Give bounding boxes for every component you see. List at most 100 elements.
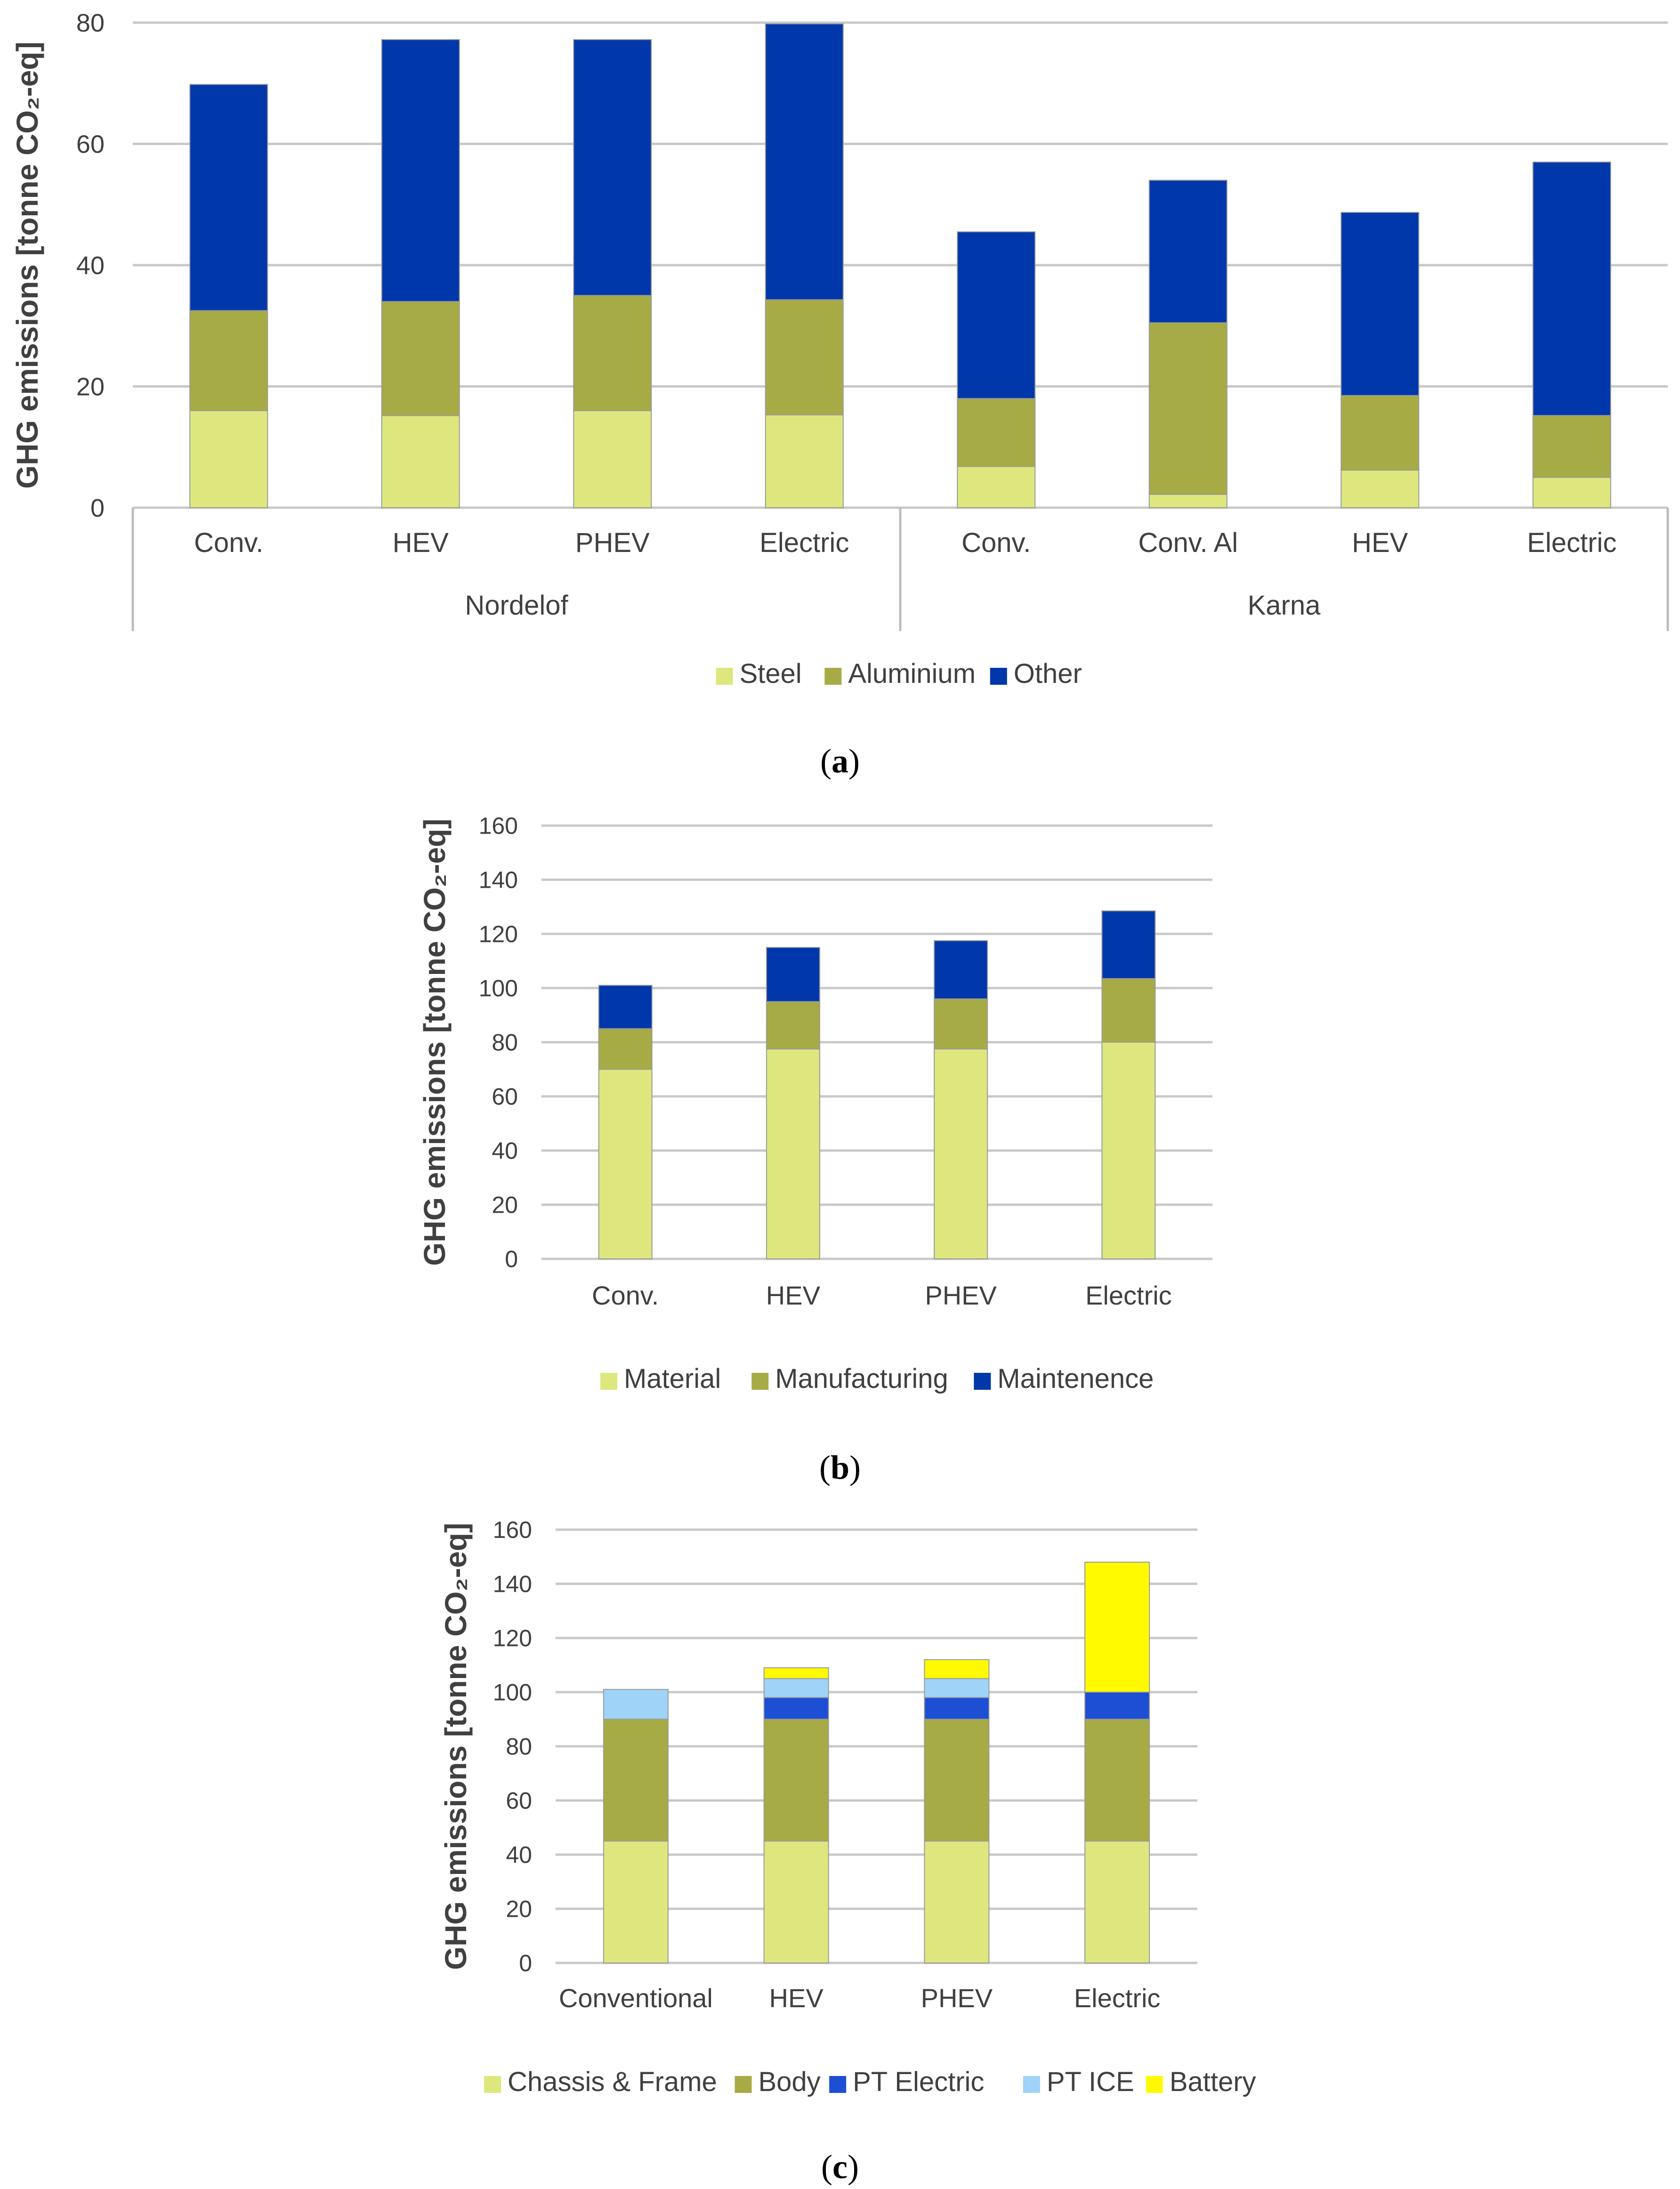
x-tick-label: Electric [1074,1983,1161,2013]
x-tick-label: HEV [769,1983,824,2013]
y-tick-label: 0 [505,1246,518,1273]
x-tick-label: Conventional [559,1983,713,2013]
bar-pt-ice-conventional [603,1689,669,1720]
x-tick-label: Electric [759,527,849,558]
panel-caption: (c) [821,2148,859,2186]
x-tick-label: HEV [1352,527,1408,558]
bar-pt-electric-electric [1084,1692,1150,1720]
caption-letter: a [832,742,848,780]
bar-material-conv [598,1069,653,1259]
bar-steel-electric [765,414,844,509]
legend: Chassis & Frame Body PT Electric PT ICE Batt… [484,2067,1256,2097]
bar-manufacturing-electric [1101,978,1156,1043]
bar-chassis-frame-electric [1084,1840,1150,1963]
group-label-nordelof: Nordelof [465,590,568,621]
caption-paren-open: ( [820,742,832,780]
bar-body-conventional [603,1719,669,1842]
y-axis-title: GHG emissions [tonne CO₂-eq] [439,1523,473,1970]
x-tick-label: PHEV [575,527,650,558]
legend-swatch-aluminium [824,668,842,685]
legend-swatch-maintenence [974,1373,991,1390]
legend-label-manufacturing: Manufacturing [775,1363,948,1394]
bar-aluminium-electric [765,299,844,416]
bar-chassis-frame-conventional [603,1840,669,1963]
chart-panel-b: 0 20 40 60 80 100 120 140 160 Conv. HEV PHEV Electri… [418,813,1212,1486]
legend-swatch-steel [716,668,733,685]
legend-swatch-pt-electric [829,2076,847,2093]
x-tick-label: HEV [766,1281,821,1310]
bar-other-hev [1341,211,1420,396]
y-tick-label: 0 [90,494,105,522]
x-tick-label: Electric [1527,527,1616,558]
y-tick-label: 120 [493,1625,532,1652]
bar-manufacturing-conv [598,1028,653,1070]
x-tick-label: HEV [393,527,449,558]
x-tick-label: Conv. Al [1138,527,1238,558]
y-tick-label: 100 [493,1679,532,1706]
y-tick-label: 80 [506,1734,532,1760]
bar-pt-electric-phev [924,1697,990,1720]
bar-manufacturing-hev [766,1001,820,1050]
legend-swatch-body [735,2076,752,2093]
bar-other-conv [189,84,268,311]
y-tick-label: 100 [479,975,518,1002]
legend-swatch-chassis-frame [484,2076,501,2093]
legend-label-battery: Battery [1170,2067,1256,2097]
y-tick-label: 60 [506,1788,532,1814]
caption-paren-close: ) [849,1449,861,1486]
caption-paren-open: ( [819,1449,831,1486]
legend-swatch-other [990,668,1007,685]
bar-chassis-frame-phev [924,1840,990,1963]
bar-material-phev [934,1048,988,1259]
x-tick-label: Conv. [194,527,263,558]
bar-aluminium-electric [1532,415,1611,478]
bar-manufacturing-phev [934,998,988,1050]
bar-maintenence-hev [766,947,820,1002]
y-tick-label: 140 [493,1571,532,1597]
bar-aluminium-hev [381,301,460,416]
y-tick-label: 20 [76,373,105,401]
chart-panel-a: 0 20 40 60 80 Conv. HEV PHEV Electric Conv. Conv. … [10,9,1669,780]
caption-paren-close: ) [848,2148,859,2186]
bar-battery-electric [1084,1562,1150,1693]
legend-label-body: Body [758,2067,820,2097]
bar-material-hev [766,1048,820,1259]
caption-letter: c [832,2148,848,2186]
bar-other-electric [765,23,844,300]
y-tick-label: 80 [76,9,105,37]
bar-other-phev [573,39,652,296]
y-tick-label: 60 [76,130,105,158]
bar-aluminium-phev [573,295,652,411]
y-axis-title: GHG emissions [tonne CO₂-eq] [10,41,44,488]
y-tick-label: 60 [492,1084,518,1110]
legend-label-pt-electric: PT Electric [853,2067,984,2097]
panel-caption: (b) [819,1449,861,1486]
y-tick-label: 40 [76,251,105,280]
legend-swatch-pt-ice [1023,2076,1040,2093]
panel-caption: (a) [820,742,860,780]
bar-other-conv-al [1148,179,1228,324]
x-tick-label: PHEV [921,1983,993,2013]
bar-steel-electric [1532,477,1611,508]
legend-label-aluminium: Aluminium [848,658,976,689]
legend-swatch-battery [1146,2076,1163,2093]
bar-chassis-frame-hev [763,1840,829,1963]
legend-label-steel: Steel [739,658,801,689]
y-tick-label: 20 [506,1896,532,1922]
legend: Material Manufacturing Maintenence [600,1363,1154,1394]
bar-pt-ice-phev [924,1678,990,1698]
bar-steel-phev [573,410,652,508]
bar-aluminium-hev [1341,395,1420,471]
y-tick-label: 80 [492,1030,518,1056]
legend-label-pt-ice: PT ICE [1047,2067,1134,2097]
bar-other-conv [957,231,1036,399]
caption-letter: b [831,1449,849,1486]
legend-label-maintenence: Maintenence [997,1363,1154,1394]
legend-label-material: Material [624,1363,721,1394]
bar-maintenence-conv [598,985,653,1030]
x-tick-label: Conv. [961,527,1031,558]
legend-swatch-manufacturing [751,1373,769,1390]
bar-steel-conv [189,410,268,508]
caption-paren-open: ( [821,2148,832,2186]
